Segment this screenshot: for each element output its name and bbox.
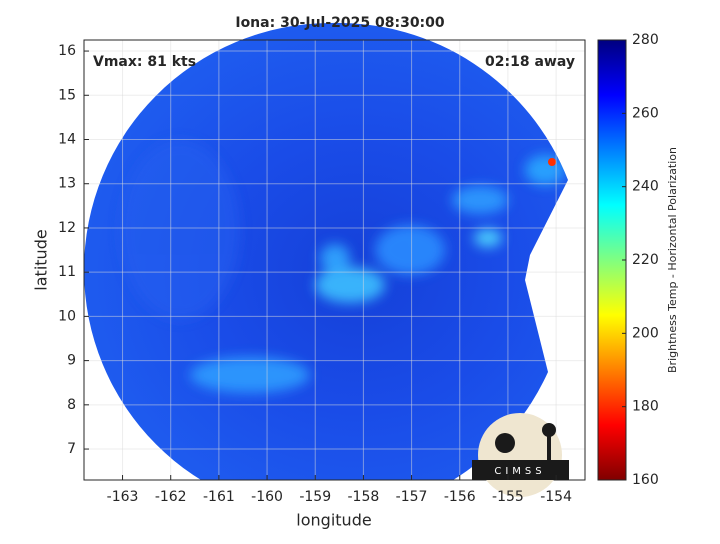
x-tick-label: -163 — [107, 489, 139, 505]
x-tick-label: -155 — [492, 489, 524, 505]
y-tick-label: 16 — [58, 43, 76, 59]
annotation: 02:18 away — [485, 54, 575, 70]
annotation: Vmax: 81 kts — [93, 54, 196, 70]
y-axis-label: latitude — [32, 229, 51, 290]
colorbar-tick-label: 220 — [632, 252, 659, 268]
y-tick-label: 7 — [67, 441, 76, 457]
y-tick-label: 8 — [67, 397, 76, 413]
x-axis-label: longitude — [296, 511, 371, 530]
y-tick-label: 9 — [67, 353, 76, 369]
chart-title: Iona: 30-Jul-2025 08:30:00 — [235, 15, 445, 31]
x-tick-label: -162 — [155, 489, 187, 505]
y-tick-label: 11 — [58, 264, 76, 280]
plot-frame — [83, 39, 586, 481]
colorbar-tick-label: 200 — [632, 325, 659, 341]
x-tick-label: -157 — [396, 489, 428, 505]
x-tick-label: -158 — [348, 489, 380, 505]
cimss-logo: CIMSS — [472, 413, 569, 497]
y-tick-label: 15 — [58, 87, 76, 103]
y-tick-label: 10 — [58, 308, 76, 324]
x-tick-label: -160 — [251, 489, 283, 505]
colorbar-tick-label: 260 — [632, 105, 659, 121]
x-tick-label: -156 — [444, 489, 476, 505]
colorbar-label: Brightness Temp - Horizontal Polarizatio… — [666, 147, 679, 373]
colorbar-tick-label: 240 — [632, 179, 659, 195]
x-tick-label: -154 — [540, 489, 572, 505]
colorbar-tick-label: 180 — [632, 399, 659, 415]
y-tick-label: 12 — [58, 220, 76, 236]
colorbar-tick-label: 160 — [632, 472, 659, 488]
x-tick-label: -159 — [299, 489, 331, 505]
logo-text: CIMSS — [494, 466, 545, 477]
colorbar — [597, 39, 627, 481]
y-tick-label: 14 — [58, 131, 76, 147]
y-tick-label: 13 — [58, 176, 76, 192]
colorbar-tick-label: 280 — [632, 32, 659, 48]
swath-image — [84, 22, 568, 480]
x-tick-label: -161 — [203, 489, 235, 505]
